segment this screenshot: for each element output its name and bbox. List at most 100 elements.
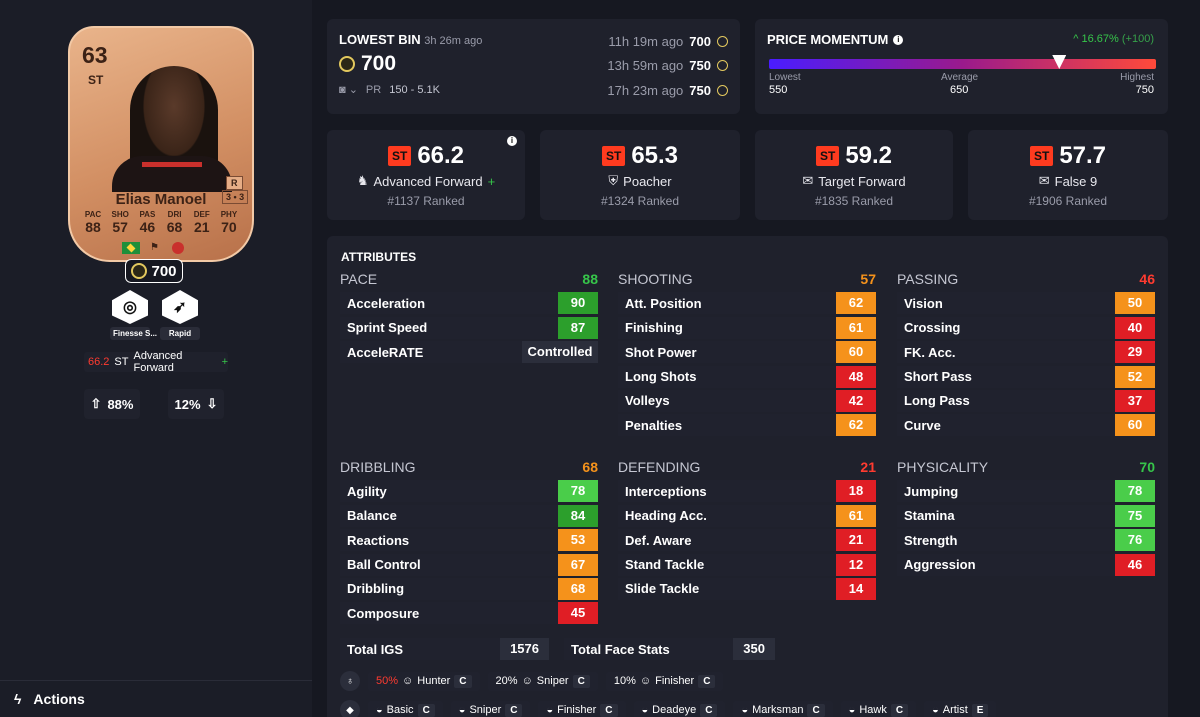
role-score: 57.7	[1059, 142, 1107, 169]
attribute-value: 61	[836, 504, 876, 527]
attribute-value: 76	[1115, 529, 1155, 552]
role-score: 59.2	[845, 142, 893, 169]
playstyle-label: Finesse S...	[110, 327, 157, 340]
brazil-flag-icon	[122, 242, 140, 254]
chem-percent: 50%	[376, 675, 399, 687]
attribute-name: Reactions	[347, 532, 410, 548]
role-position-badge: ST	[1029, 146, 1054, 166]
chemistry-style-chip[interactable]: 50% ☺ Hunter C	[368, 671, 480, 691]
chemistry-style-chip[interactable]: 20% ☺ Sniper C	[487, 671, 598, 691]
attribute-name: Stand Tackle	[625, 557, 705, 573]
chemistry-style-chip[interactable]: ◒ Finisher C	[538, 700, 626, 717]
chem-key: C	[700, 703, 718, 717]
info-icon[interactable]: i	[507, 136, 517, 146]
arrow-up-icon: ⇧	[90, 396, 102, 411]
chem-style-name: Finisher	[557, 704, 597, 716]
role-position-badge: ST	[387, 146, 412, 166]
false-9-icon: ✉	[1038, 173, 1050, 188]
attribute-row: Long Pass 37	[897, 389, 1155, 412]
card-price-pill[interactable]: 700	[125, 259, 183, 283]
card-stat-label: PAS	[139, 210, 156, 219]
rapid-icon: ➶	[162, 290, 198, 324]
category-header: DRIBBLING 68	[340, 456, 598, 478]
chemistry-style-chip[interactable]: ◒ Artist E	[924, 700, 997, 717]
role-rank: #1835 Ranked	[814, 194, 894, 208]
chem-key: C	[454, 674, 472, 688]
chem-key: C	[890, 703, 909, 717]
chem-style-icon: ◒	[741, 704, 749, 716]
attribute-value: 61	[836, 316, 876, 339]
role-name: Target Forward	[818, 173, 906, 189]
attribute-name: Vision	[904, 295, 943, 311]
role-name: Advanced Forward	[373, 173, 483, 189]
role-name: Poacher	[623, 173, 672, 189]
chem-key: C	[505, 703, 523, 717]
attribute-category-shooting: SHOOTING 57 Att. Position 62 Finishing 61 Shot…	[618, 268, 876, 437]
chemistry-style-chip[interactable]: 10% ☺ Finisher C	[605, 671, 724, 691]
role-card-false-9[interactable]: ST 57.7 ✉ False 9 #1906 Ranked	[968, 130, 1168, 220]
best-role-plus: +	[221, 356, 228, 368]
attributes-title: ATTRIBUTES	[341, 250, 417, 264]
actions-button[interactable]: ϟ Actions	[0, 680, 312, 717]
attribute-category-defending: DEFENDING 21 Interceptions 18 Heading Acc. 61…	[618, 456, 876, 600]
attribute-name: Sprint Speed	[347, 320, 428, 336]
chem-style-name: Hunter	[417, 675, 451, 687]
attribute-value: 45	[558, 602, 598, 625]
chemistry-style-chip[interactable]: ◒ Hawk C	[840, 700, 917, 717]
lowest-bin-price: 700	[361, 52, 397, 75]
platform-row: ◙ ⌄ PR 150 - 5.1K	[339, 83, 440, 97]
attribute-value: 18	[836, 480, 876, 503]
attribute-name: Agility	[347, 483, 387, 499]
chem-style-icon: ◒	[376, 704, 383, 716]
price-history-item: 11h 19m ago 700	[608, 34, 728, 49]
category-header: SHOOTING 57	[618, 268, 876, 290]
chemistry-style-chip[interactable]: ◒ Sniper C	[450, 700, 531, 717]
lowest-value: 550	[769, 84, 788, 96]
attribute-name: Stamina	[904, 508, 955, 524]
role-score: 66.2	[417, 142, 465, 169]
role-card-advanced-forward[interactable]: i ST 66.2 ♞ Advanced Forward + #1137 Ranked	[327, 130, 525, 220]
card-stats: PAC 88 SHO 57 PAS 46 DRI 68 DEF 21 PHY 70	[80, 210, 242, 235]
platform-select[interactable]: ◙ ⌄	[339, 84, 358, 96]
total-face-stats: Total Face Stats 350	[564, 638, 775, 660]
price-range-label: PR	[365, 83, 382, 96]
card-stat-value: 68	[166, 219, 183, 235]
role-card-target-forward[interactable]: ST 59.2 ✉ Target Forward #1835 Ranked	[755, 130, 953, 220]
attribute-value: 52	[1115, 365, 1155, 388]
attribute-row: Reactions 53	[340, 529, 598, 552]
chem-style-name: Sniper	[536, 675, 569, 687]
attributes-panel: ATTRIBUTES	[327, 236, 1168, 717]
info-icon[interactable]: i	[893, 34, 904, 45]
role-card-poacher[interactable]: ST 65.3 ⛨ Poacher #1324 Ranked	[540, 130, 740, 220]
weak-foot-badge: R	[226, 176, 243, 190]
price-momentum-panel: PRICE MOMENTUM i ^ 16.67% (+100) Lowest …	[755, 19, 1168, 114]
chemistry-style-chip[interactable]: ◒ Deadeye C	[633, 700, 726, 717]
attribute-row: Sprint Speed 87	[340, 316, 598, 339]
category-header: PASSING 46	[897, 268, 1155, 290]
attribute-row: Stand Tackle 12	[618, 553, 876, 576]
attribute-value: 12	[836, 553, 876, 576]
chemistry-row-1: ♁ 50% ☺ Hunter C 20% ☺ Sniper C 10% ☺ Finisher C	[340, 671, 724, 691]
attribute-name: Volleys	[625, 393, 670, 409]
attribute-name: Acceleration	[347, 295, 426, 311]
chem-style-icon: ◒	[932, 704, 939, 716]
role-score: 65.3	[631, 142, 679, 169]
playstyle-rapid[interactable]: ➶ Rapid	[160, 290, 200, 340]
medal-icon: ♁	[340, 671, 360, 691]
player-card[interactable]: 63 ST R 3 • 3 Elias Manoel PAC 88 SHO 57 PAS…	[68, 26, 254, 262]
card-rating: 63	[82, 42, 108, 68]
attribute-value: 48	[836, 365, 876, 388]
chemistry-style-chip[interactable]: ◒ Basic C	[368, 700, 443, 717]
chem-style-icon: ◒	[546, 704, 554, 716]
chemistry-style-chip[interactable]: ◒ Marksman C	[733, 700, 833, 717]
attribute-value: 46	[1115, 553, 1155, 576]
attribute-name: Penalties	[625, 417, 683, 433]
highest-value: 750	[1135, 84, 1154, 96]
playstyle-finesse-shot[interactable]: ◎ Finesse S...	[110, 290, 157, 340]
chem-percent: 10%	[613, 675, 636, 687]
attribute-name: Curve	[904, 417, 941, 433]
category-total: 21	[860, 459, 876, 475]
attribute-row: Finishing 61	[618, 316, 876, 339]
category-total: 57	[860, 271, 876, 287]
attribute-value: 21	[836, 529, 876, 552]
